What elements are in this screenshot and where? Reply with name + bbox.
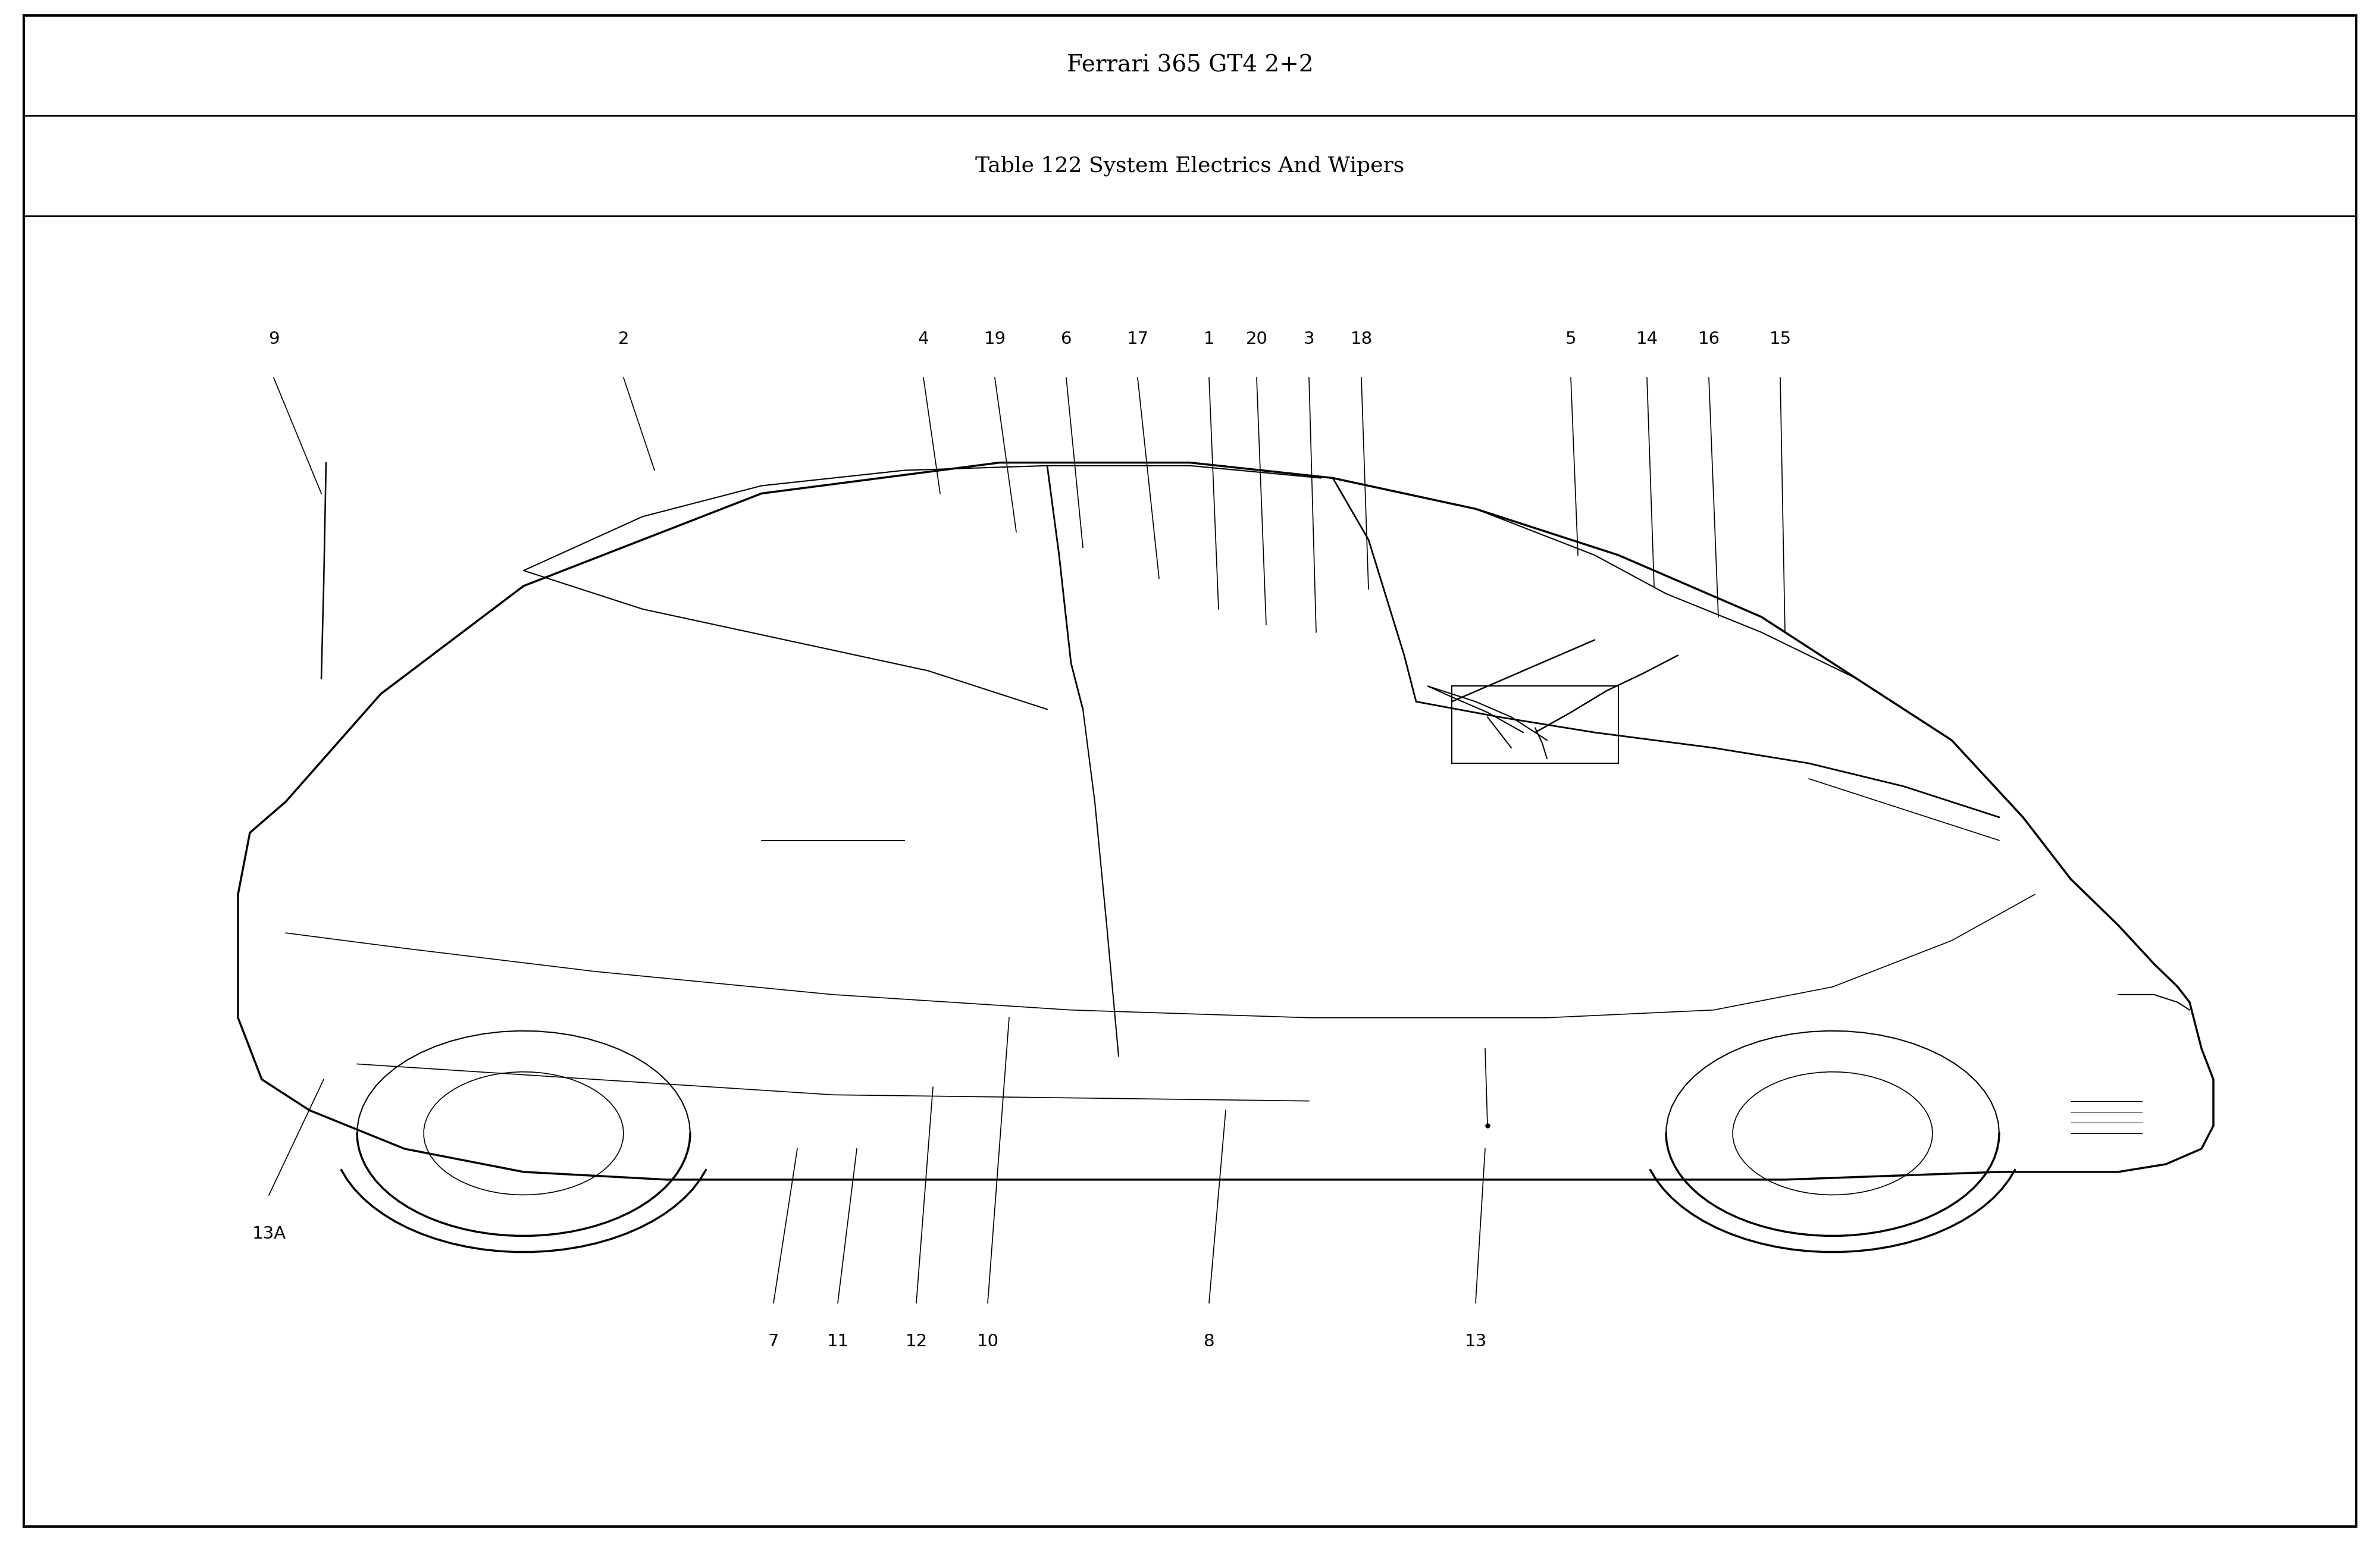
Text: 15: 15	[1768, 332, 1792, 347]
Bar	[24, 116, 2356, 216]
Text: 13A: 13A	[252, 1226, 286, 1241]
Text: 5: 5	[1566, 332, 1576, 347]
Text: 2: 2	[619, 332, 628, 347]
Text: 19: 19	[983, 332, 1007, 347]
Text: 11: 11	[826, 1334, 850, 1349]
FancyBboxPatch shape	[1452, 686, 1618, 763]
Text: 4: 4	[919, 332, 928, 347]
Text: 6: 6	[1061, 332, 1071, 347]
Text: 18: 18	[1349, 332, 1373, 347]
Text: 9: 9	[269, 332, 278, 347]
Bar	[24, 15, 2356, 116]
Text: 8: 8	[1204, 1334, 1214, 1349]
Text: 12: 12	[904, 1334, 928, 1349]
Text: 7: 7	[769, 1334, 778, 1349]
Text: 13: 13	[1464, 1334, 1488, 1349]
Text: 10: 10	[976, 1334, 1000, 1349]
Text: Ferrari 365 GT4 2+2: Ferrari 365 GT4 2+2	[1066, 54, 1314, 77]
Text: 16: 16	[1697, 332, 1721, 347]
Text: 14: 14	[1635, 332, 1659, 347]
Text: 3: 3	[1304, 332, 1314, 347]
Text: 1: 1	[1204, 332, 1214, 347]
Text: 17: 17	[1126, 332, 1150, 347]
Text: 20: 20	[1245, 332, 1269, 347]
Text: Table 122 System Electrics And Wipers: Table 122 System Electrics And Wipers	[976, 156, 1404, 176]
